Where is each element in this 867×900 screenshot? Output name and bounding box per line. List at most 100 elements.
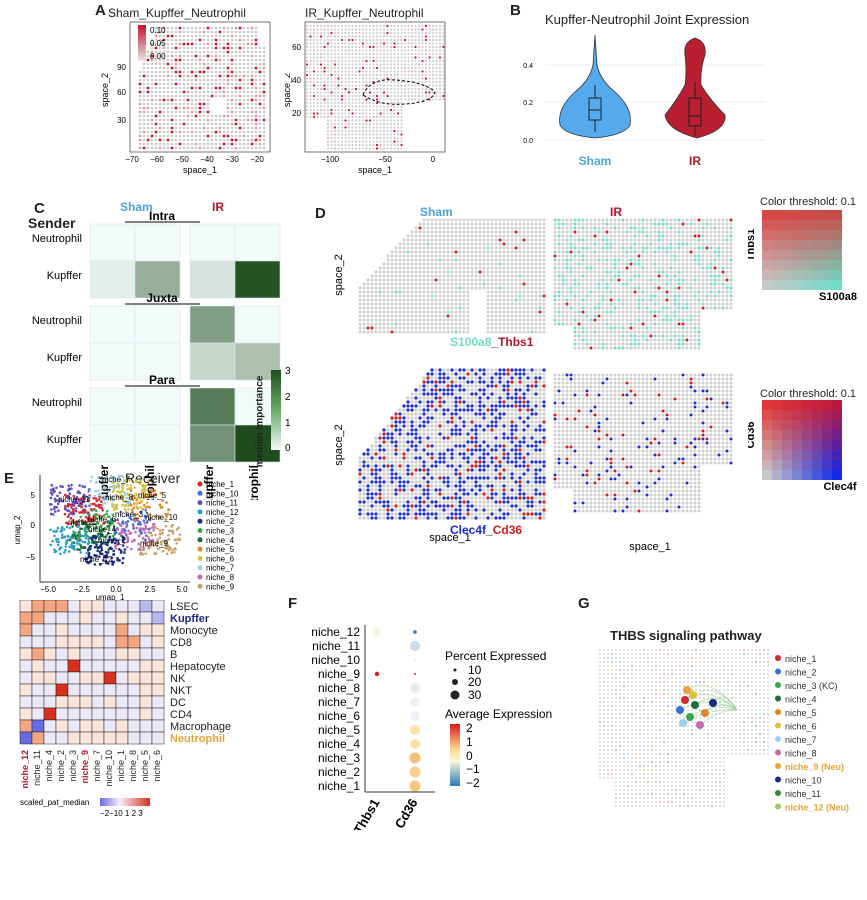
umap-label: niche_4 <box>88 525 117 534</box>
panel-a-left-plot: 0.10 0.05 0.00 90 60 30 −70 −60 −50 −40 … <box>100 21 271 175</box>
heat-cell <box>151 719 165 733</box>
x-tick: −20 <box>250 155 264 164</box>
pct-title: Percent Expressed <box>445 649 546 663</box>
umap-label: niche_5 <box>138 491 167 500</box>
heat-cell <box>19 659 33 673</box>
heat-cell <box>89 260 136 299</box>
network-node <box>689 691 697 699</box>
dot <box>409 780 421 792</box>
heat-cell <box>139 611 153 625</box>
legend-item: niche_6 <box>785 722 817 732</box>
dot <box>413 630 417 634</box>
heat-cell <box>89 342 136 381</box>
heat-cell <box>89 424 136 463</box>
heat-cell <box>127 635 141 649</box>
x-axis-label: space_1 <box>429 532 471 544</box>
col-label: niche_8 <box>128 750 138 782</box>
heat-cell <box>134 342 181 381</box>
x-tick: −70 <box>125 155 139 164</box>
heat-cell <box>67 731 81 745</box>
y-tick: 60 <box>117 88 126 97</box>
heat-cell <box>115 731 129 745</box>
heat-cell <box>103 707 117 721</box>
legend-item: niche_5 <box>206 545 235 554</box>
heat-cell <box>31 683 45 697</box>
heat-cell <box>67 671 81 685</box>
legend-item: niche_8 <box>785 749 817 759</box>
col-label: niche_10 <box>104 750 114 787</box>
umap-plot: niche_7niche_11niche_6niche_5niche_1nich… <box>13 474 190 600</box>
heat-cell <box>55 731 69 745</box>
heat-cell <box>151 671 165 685</box>
heat-cell <box>134 387 181 426</box>
heat-cell <box>55 683 69 697</box>
col-label: niche_12 <box>20 750 30 789</box>
heat-cell <box>55 635 69 649</box>
umap-points <box>48 474 182 566</box>
x-tick: −2.5 <box>74 585 90 594</box>
heat-cell <box>19 695 33 709</box>
heat-cell <box>151 659 165 673</box>
col-label: Kupffer <box>202 465 216 500</box>
legend-item: niche_4 <box>785 695 817 705</box>
dot <box>410 683 420 693</box>
heat-cell <box>115 683 129 697</box>
row-label: niche_1 <box>318 779 360 793</box>
y-axis-label: space_2 <box>333 424 345 466</box>
legend-item: niche_11 <box>206 499 238 508</box>
panel-d-ir: IR <box>610 205 622 219</box>
umap-label: niche_10 <box>145 513 178 522</box>
heat-cell <box>31 707 45 721</box>
heat-cell <box>67 623 81 637</box>
heat-cell <box>151 611 165 625</box>
dot <box>410 739 420 749</box>
heat-cell <box>115 600 129 613</box>
colorbar-title: median importance <box>254 375 266 468</box>
legend-item: niche_2 <box>785 668 817 678</box>
heat-cell <box>55 623 69 637</box>
heat-cell <box>103 731 117 745</box>
panel-label-a: A <box>95 2 106 19</box>
heat-cell <box>79 659 93 673</box>
heat-cell <box>103 695 117 709</box>
x-tick: 2.5 <box>144 585 156 594</box>
heat-cell <box>43 731 57 745</box>
legend-item: niche_7 <box>785 735 817 745</box>
heat-cell <box>67 611 81 625</box>
heat-cell <box>43 719 57 733</box>
heat-cell <box>31 611 45 625</box>
pct-tick: 20 <box>468 675 482 689</box>
heat-cell <box>127 695 141 709</box>
row-label: niche_5 <box>318 723 360 737</box>
heat-cell <box>79 731 93 745</box>
heat-cell <box>19 671 33 685</box>
legend-x: Clec4f <box>823 481 856 493</box>
row-label: niche_10 <box>311 653 360 667</box>
pct-tick: 10 <box>468 663 482 677</box>
legend-item: niche_1 <box>206 480 235 489</box>
heat-cell <box>127 659 141 673</box>
panel-c-heatmap: Intra Neutrophil Kupffer Juxta Neutrophil Kup… <box>32 210 281 500</box>
row-label: Neutrophil <box>32 315 82 327</box>
heat-cell <box>79 671 93 685</box>
legend-item: niche_1 <box>785 654 817 664</box>
heat-cell <box>103 600 117 613</box>
x-tick: −60 <box>150 155 164 164</box>
y-tick: 90 <box>117 63 126 72</box>
receiver-label: Receiver <box>125 470 181 486</box>
col-label: Neutrophil <box>247 465 261 500</box>
panel-a-right-plot: 60 40 20 −100 −50 0 space_1 space_2 <box>285 21 446 175</box>
umap-label: niche_3 <box>115 510 144 519</box>
row-label: Neutrophil <box>170 733 225 745</box>
heat-cell <box>189 424 236 463</box>
heat-cell <box>103 671 117 685</box>
y-tick: 40 <box>292 76 301 85</box>
heat-cell <box>139 731 153 745</box>
heat-cell <box>234 260 281 299</box>
sham-spots <box>138 26 266 150</box>
col-label: niche_9 <box>80 750 90 784</box>
heat-cell <box>115 623 129 637</box>
row-label: NKT <box>170 685 192 697</box>
y-axis-label: space_2 <box>333 254 345 296</box>
heat-cell <box>55 719 69 733</box>
